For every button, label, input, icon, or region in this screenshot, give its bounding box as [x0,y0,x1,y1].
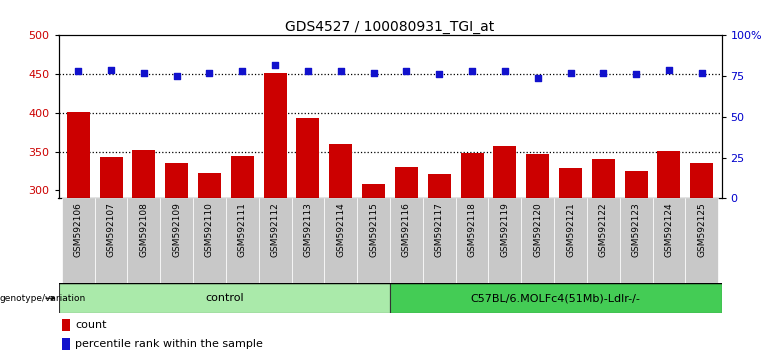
Bar [390,283,722,313]
Text: GSM592125: GSM592125 [697,202,707,257]
Point [433,72,445,77]
Text: GSM592116: GSM592116 [402,202,411,257]
Bar [58,283,390,313]
Point [72,68,84,74]
Point [663,67,675,73]
Text: GSM592115: GSM592115 [369,202,378,257]
Point [105,67,117,73]
Text: GSM592114: GSM592114 [336,202,346,257]
Bar [362,184,385,198]
Text: GSM592121: GSM592121 [566,202,575,257]
Point [204,70,216,76]
Bar [686,198,718,283]
Bar [324,198,357,283]
Bar [587,198,620,283]
Point [466,68,478,74]
Bar [226,198,259,283]
Bar [127,198,160,283]
Bar [625,171,647,198]
Text: GSM592117: GSM592117 [434,202,444,257]
Bar [395,167,418,198]
Text: control: control [205,293,243,303]
Bar [423,198,456,283]
Text: GSM592108: GSM592108 [140,202,148,257]
Bar [329,144,353,198]
Point [302,68,314,74]
Bar [264,73,286,198]
Bar [592,159,615,198]
Bar [296,118,320,198]
Text: GSM592122: GSM592122 [599,202,608,257]
Bar [292,198,324,283]
Bar [62,319,69,331]
Bar [390,198,423,283]
Bar [133,150,155,198]
Text: GSM592113: GSM592113 [303,202,313,257]
Point [137,70,150,76]
Bar [620,198,653,283]
Bar [658,151,680,198]
Bar [653,198,686,283]
Point [367,70,380,76]
Text: C57BL/6.MOLFc4(51Mb)-Ldlr-/-: C57BL/6.MOLFc4(51Mb)-Ldlr-/- [471,293,640,303]
Text: GSM592118: GSM592118 [467,202,477,257]
Bar [231,156,254,198]
Bar [554,198,587,283]
Text: GSM592106: GSM592106 [73,202,83,257]
Point [170,73,183,79]
Bar [427,174,451,198]
Text: GSM592124: GSM592124 [665,202,673,257]
Text: GSM592120: GSM592120 [534,202,542,257]
Bar [526,154,549,198]
Point [630,72,643,77]
Bar [690,162,713,198]
Bar [357,198,390,283]
Bar [67,112,90,198]
Title: GDS4527 / 100080931_TGI_at: GDS4527 / 100080931_TGI_at [285,21,495,34]
Point [236,68,249,74]
Text: count: count [75,320,107,330]
Bar [494,145,516,198]
Point [400,68,413,74]
Bar [165,162,188,198]
Point [564,70,576,76]
Bar [198,173,221,198]
Bar [559,168,582,198]
Text: GSM592110: GSM592110 [205,202,214,257]
Text: GSM592112: GSM592112 [271,202,279,257]
Text: GSM592111: GSM592111 [238,202,246,257]
Point [696,70,708,76]
Text: GSM592107: GSM592107 [107,202,115,257]
Point [597,70,610,76]
Point [335,68,347,74]
Bar [62,338,69,350]
Text: GSM592123: GSM592123 [632,202,640,257]
Bar [521,198,554,283]
Text: GSM592119: GSM592119 [501,202,509,257]
Point [498,68,511,74]
Point [269,62,282,68]
Bar [62,198,94,283]
Text: percentile rank within the sample: percentile rank within the sample [75,339,263,349]
Bar [488,198,521,283]
Point [531,75,544,81]
Bar [460,153,484,198]
Bar [259,198,292,283]
Bar [456,198,488,283]
Text: GSM592109: GSM592109 [172,202,181,257]
Bar [160,198,193,283]
Bar [94,198,127,283]
Bar [193,198,226,283]
Text: genotype/variation: genotype/variation [0,294,87,303]
Bar [100,157,122,198]
